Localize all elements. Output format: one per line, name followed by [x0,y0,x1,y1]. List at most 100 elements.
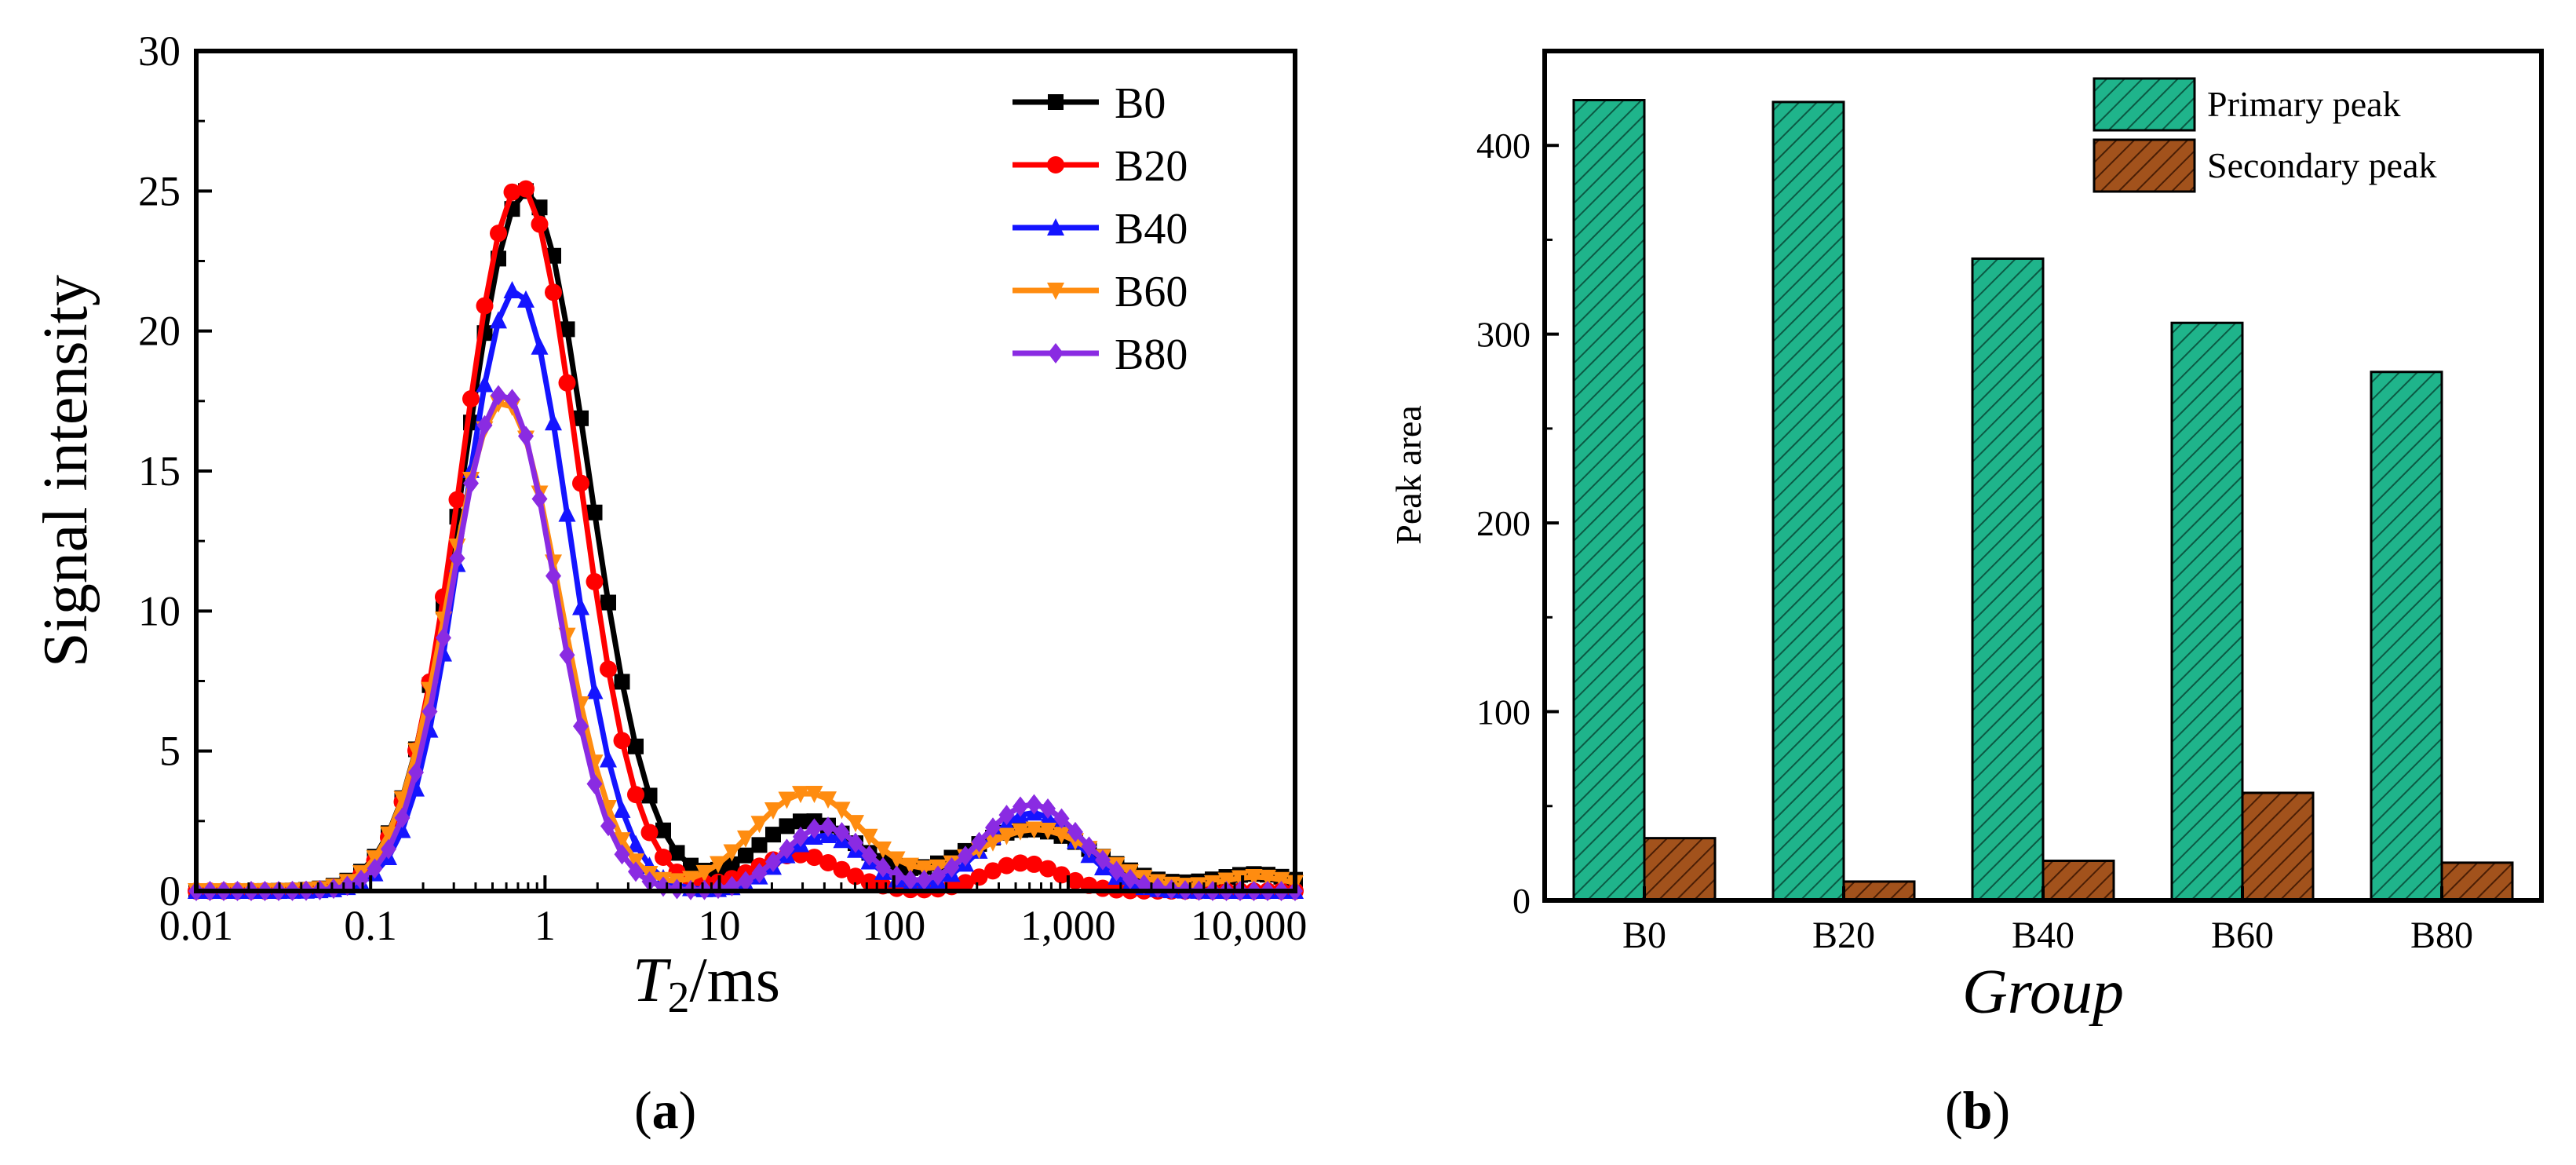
data-point-b20 [957,874,974,892]
data-point-b0 [628,738,644,754]
data-point-b0 [573,410,589,426]
chart-a-x-axis-label-sub: 2 [667,973,689,1022]
chart-a-ticks: 0 5 10 15 20 25 30 0.01 0.1 1 10 100 1,000 10,000 [138,27,1307,949]
legend-marker-b40 [1047,218,1064,236]
data-point-b20 [448,491,466,509]
data-point-b80 [1067,821,1083,842]
data-point-b80 [738,871,753,892]
chart-a-x-tick-label: 1,000 [1020,902,1116,949]
data-point-b60 [695,864,713,882]
data-point-b80 [586,773,603,794]
data-point-b0 [669,845,685,861]
data-point-b80 [848,832,863,853]
series-b80 [188,385,1303,901]
data-point-b80 [793,826,808,847]
data-point-b0 [751,837,768,853]
data-point-b20 [833,860,851,878]
data-point-b20 [1025,855,1043,873]
caption-a-letter: a [651,1080,679,1140]
chart-a-y-tick-label: 20 [138,308,181,355]
data-point-b80 [408,761,424,783]
data-point-b60 [1272,871,1290,889]
data-point-b20 [1012,854,1029,872]
chart-b-legend: Primary peak Secondary peak [2093,77,2437,193]
bar-secondary-peak-b0 [1643,837,1717,902]
data-point-b40 [613,800,631,818]
data-point-b60 [998,827,1016,845]
data-point-b60 [847,815,864,833]
data-point-b20 [600,660,617,678]
data-point-b60 [805,785,823,803]
data-point-b20 [860,873,878,891]
data-point-b80 [751,863,768,884]
chart-b-x-tick-label: B20 [1812,915,1875,956]
data-point-b80 [421,701,438,722]
data-point-b80 [641,871,658,892]
bar-secondary-peak-b80 [2440,861,2514,902]
data-point-b80 [875,856,891,878]
legend-label-b60: B60 [1115,268,1188,316]
data-point-b40 [600,750,617,768]
data-point-b20 [490,225,507,243]
data-point-b60 [723,844,741,862]
chart-b-y-tick-label: 100 [1476,692,1531,732]
bar-secondary-peak-b20 [1842,880,1916,902]
data-point-b40 [503,280,521,298]
chart-b-x-tick-label: B40 [2012,915,2074,956]
data-point-b80 [367,858,383,879]
chart-b-x-tick-label: B60 [2211,915,2274,956]
data-point-b0 [779,818,795,834]
data-point-b80 [628,861,644,882]
data-point-b20 [1067,871,1084,889]
data-point-b40 [490,311,507,329]
bar-primary-peak-b0 [1572,99,1646,902]
bar-primary-peak-b40 [1971,257,2045,902]
data-point-b80 [381,838,396,860]
series-line-b60 [195,400,1296,894]
data-point-b80 [943,856,960,878]
data-point-b20 [627,786,644,804]
chart-a-series-group [188,180,1304,901]
data-point-b80 [600,816,616,837]
chart-a-y-axis-label: Signal intensity [31,275,100,667]
data-point-b20 [517,180,535,198]
data-point-b80 [998,805,1015,826]
data-point-b80 [861,845,878,866]
data-point-b80 [1053,808,1070,829]
data-point-b80 [436,627,451,648]
legend-label-b20: B20 [1115,142,1188,191]
data-point-b60 [1231,870,1249,888]
data-point-b0 [655,822,671,838]
data-point-b60 [1245,869,1263,887]
data-point-b20 [572,474,589,492]
chart-a-y-tick-label: 5 [159,728,181,775]
data-point-b80 [916,869,932,890]
data-point-b0 [614,674,630,690]
data-point-b80 [806,818,823,839]
chart-b-peak-area: 0 100 200 300 400 B0 B20 B40 B60 B80 Primary peak… [1388,49,2544,1027]
data-point-b20 [970,868,988,886]
chart-a-y-tick-label: 15 [138,447,181,495]
data-point-b20 [998,856,1016,875]
data-point-b0 [559,321,575,338]
data-point-b0 [738,847,753,864]
data-point-b20 [558,374,576,392]
legend-label-secondary-peak: Secondary peak [2207,145,2437,185]
legend-marker-b0 [1048,94,1064,110]
data-point-b0 [793,813,808,830]
data-point-b20 [640,824,659,842]
data-point-b40 [517,290,535,308]
data-point-b60 [750,816,768,834]
caption-b-letter: b [1962,1080,1993,1140]
data-point-b60 [888,851,906,869]
chart-a-x-tick-label: 100 [862,902,925,949]
data-point-b60 [1039,823,1056,841]
data-point-b40 [627,834,644,853]
data-point-b20 [805,849,823,867]
data-point-b20 [1053,866,1071,884]
legend-swatch-primary-peak [2093,77,2196,132]
data-point-b20 [984,862,1002,880]
legend-label-b80: B80 [1115,331,1188,379]
data-point-b20 [531,215,549,233]
